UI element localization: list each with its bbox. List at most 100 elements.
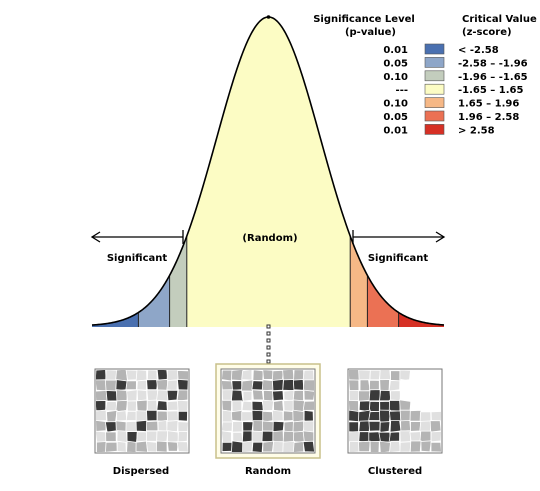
map-polygon: [389, 390, 401, 402]
map-polygon: [177, 421, 188, 433]
map-polygon: [106, 409, 118, 423]
map-polygon: [126, 400, 137, 412]
map-polygon: [388, 410, 402, 423]
map-polygon: [369, 440, 380, 452]
map-polygon: [271, 378, 284, 392]
critical-header-line2: (z-score): [462, 27, 512, 38]
map-polygon: [115, 370, 128, 382]
map-polygon: [166, 420, 179, 432]
critical-header-line1: Critical Value: [462, 14, 537, 25]
map-polygon: [410, 421, 422, 432]
legend-swatch: [424, 124, 445, 135]
map-polygon: [419, 420, 432, 433]
map-polygon: [379, 389, 392, 402]
map-polygon: [302, 440, 314, 452]
map-polygon: [105, 401, 118, 412]
map-polygon: [251, 380, 264, 391]
legend-rows: 0.01 < -2.58 0.05 -2.58 – -1.96 0.10 -1.96 – …: [383, 43, 528, 136]
map-polygon: [430, 441, 441, 452]
map-polygon: [115, 379, 128, 392]
map-polygon: [116, 430, 128, 444]
legend-z-score: -2.58 – -1.96: [458, 58, 528, 69]
map-polygon: [349, 409, 361, 423]
map-polygon: [230, 409, 243, 422]
map-polygon: [273, 399, 284, 412]
map-polygon: [145, 420, 159, 432]
curve-peak-marker: [266, 15, 271, 19]
map-polygon: [104, 379, 118, 392]
dotted-connector: [266, 324, 271, 364]
map-polygon: [157, 419, 168, 432]
map-polygon: [358, 420, 371, 433]
map-polygon: [303, 389, 314, 401]
map-polygon: [272, 409, 284, 422]
map-polygon: [272, 430, 284, 443]
map-polygon: [419, 411, 432, 423]
legend-z-score: -1.96 – -1.65: [458, 72, 528, 83]
map-polygon: [126, 440, 138, 452]
map-polygon: [379, 379, 390, 392]
map-polygon: [242, 440, 254, 452]
legend-swatch: [424, 43, 445, 55]
map-polygon: [358, 370, 371, 382]
map-polygon: [241, 370, 253, 381]
map-polygon: [96, 409, 107, 422]
map-polygon: [230, 370, 244, 382]
left-significant-label: Significant: [107, 253, 168, 264]
band-low-0.05: [138, 17, 170, 327]
legend-swatch: [424, 83, 445, 95]
map-polygon: [349, 431, 360, 443]
map-polygon: [96, 430, 107, 443]
map-polygon: [283, 389, 295, 402]
map-polygon: [283, 420, 295, 433]
map-polygon: [430, 411, 441, 422]
right-arrow: [352, 230, 446, 244]
map-polygon: [261, 430, 275, 443]
map-polygon: [176, 378, 188, 392]
map-polygon: [242, 390, 253, 402]
legend-p-value: 0.01: [383, 45, 408, 56]
map-polygon: [272, 441, 285, 452]
map-polygon: [232, 420, 243, 433]
map-polygon: [292, 409, 305, 423]
clustered-map: [347, 368, 443, 454]
map-polygon: [177, 410, 188, 422]
map-polygon: [409, 409, 422, 422]
map-polygon: [429, 420, 441, 433]
map-polygon: [429, 380, 441, 392]
random-center-label: (Random): [242, 233, 297, 244]
map-polygon: [136, 399, 148, 413]
map-polygon: [262, 410, 274, 423]
legend-swatch: [424, 57, 445, 68]
map-polygon: [116, 410, 128, 422]
map-polygon: [146, 370, 158, 382]
map-polygon: [399, 389, 411, 402]
map-polygon: [156, 378, 169, 391]
dispersed-label: Dispersed: [113, 466, 169, 477]
map-polygon: [408, 380, 421, 392]
map-polygon: [136, 389, 148, 402]
map-polygon: [282, 430, 295, 443]
map-polygon: [420, 440, 432, 452]
legend: Significance Level (p-value) Critical Va…: [313, 14, 537, 136]
map-polygon: [96, 400, 107, 412]
map-polygon: [241, 400, 254, 412]
map-polygon: [155, 440, 168, 452]
map-polygon: [303, 409, 314, 423]
map-polygon: [231, 440, 244, 452]
map-polygon: [222, 399, 233, 412]
legend-swatch: [424, 70, 445, 82]
map-polygon: [358, 390, 371, 402]
map-polygon: [146, 430, 158, 442]
map-polygon: [359, 379, 371, 392]
map-polygon: [115, 389, 128, 402]
map-polygon: [368, 400, 380, 413]
map-polygon: [166, 441, 179, 452]
map-polygon: [399, 378, 411, 392]
map-polygon: [262, 420, 275, 432]
band-low-0.10: [169, 17, 187, 327]
map-polygon: [252, 420, 264, 433]
map-polygon: [292, 441, 305, 452]
legend-z-score: > 2.58: [458, 125, 495, 136]
